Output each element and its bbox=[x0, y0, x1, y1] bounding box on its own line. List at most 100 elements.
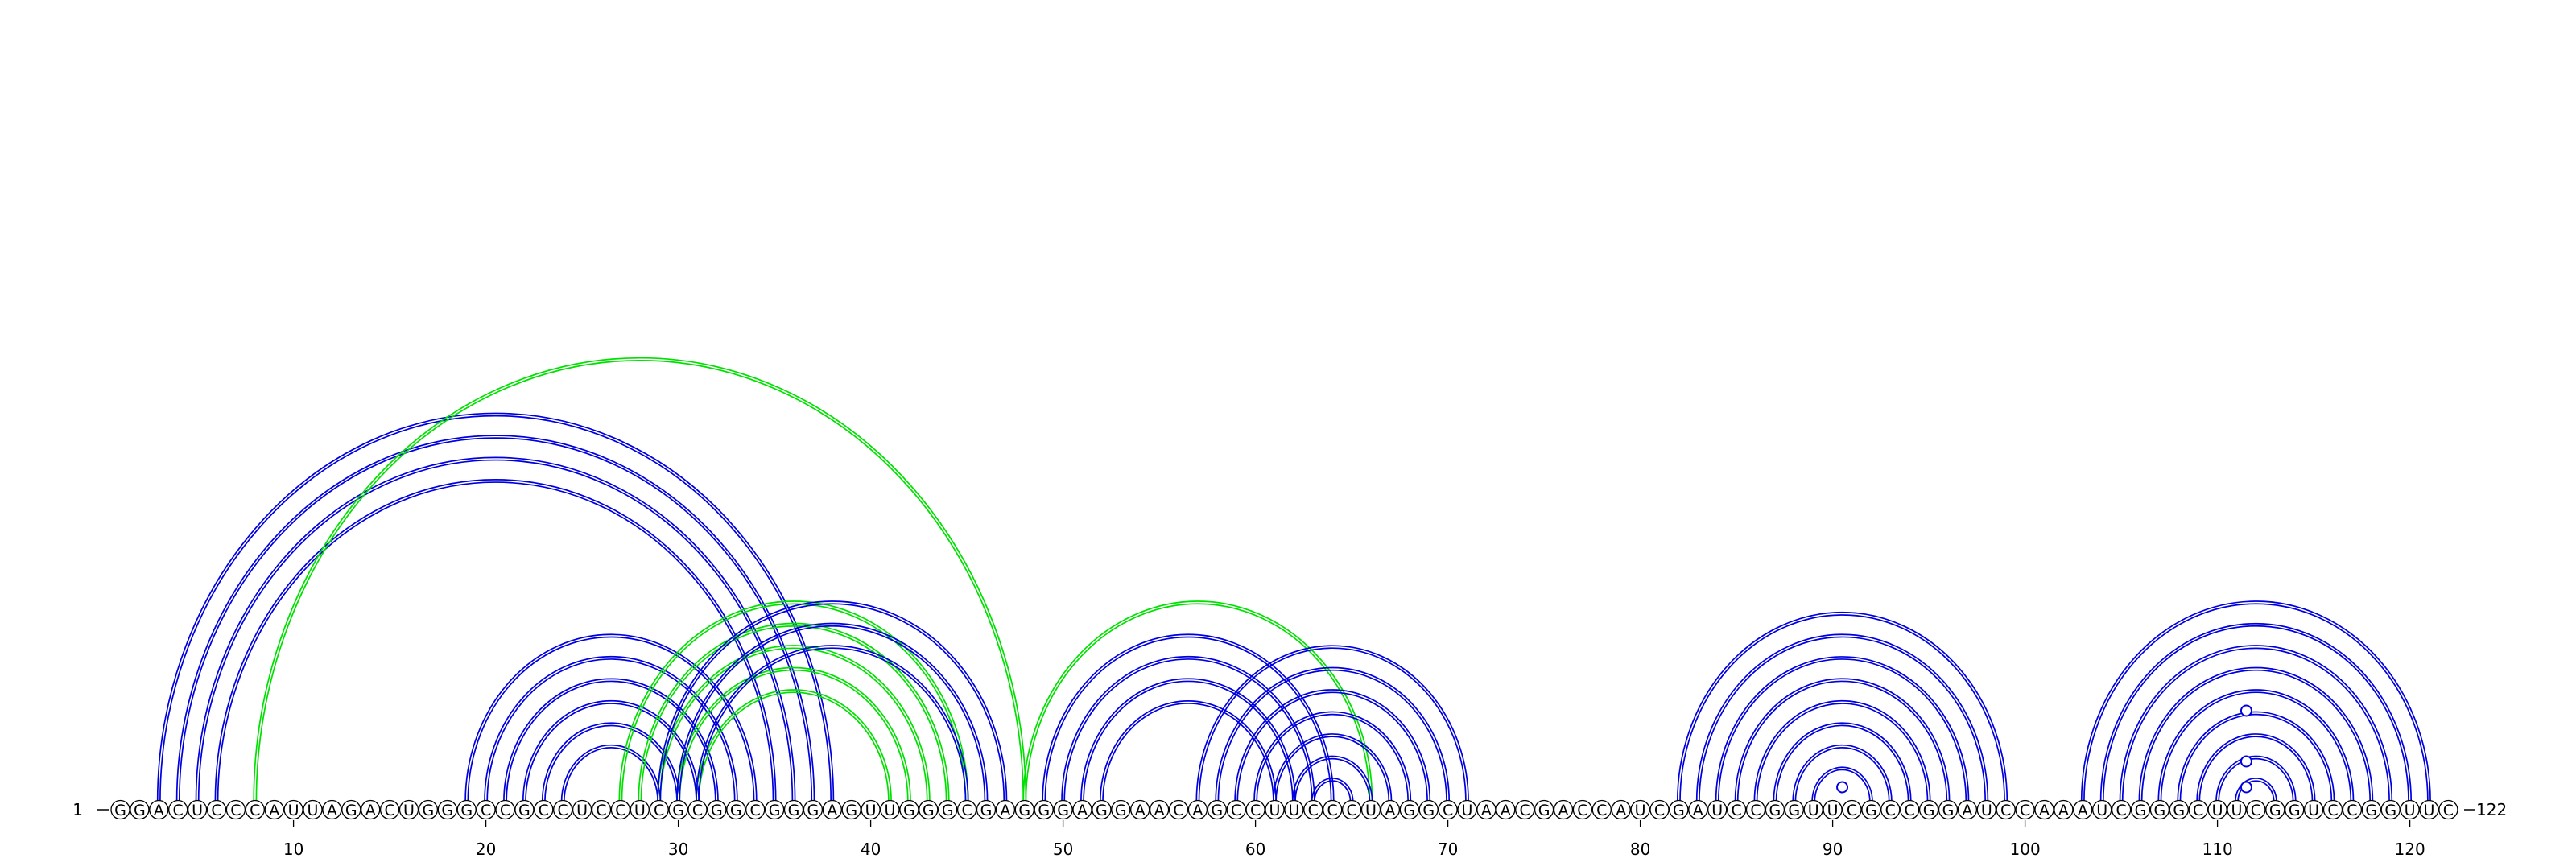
svg-text:A: A bbox=[327, 802, 337, 819]
svg-text:G: G bbox=[345, 802, 357, 819]
base-pair-arc-blue bbox=[2138, 666, 2374, 802]
nucleotide: G bbox=[1534, 799, 1554, 820]
nucleotide: G bbox=[1418, 799, 1439, 820]
nucleotide: G bbox=[668, 799, 688, 820]
base-pair-arc-blue bbox=[1294, 757, 1371, 802]
nucleotide: G bbox=[976, 799, 997, 820]
svg-text:U: U bbox=[308, 802, 319, 819]
svg-text:U: U bbox=[2231, 802, 2243, 819]
base-pair-arc-blue bbox=[1314, 780, 1352, 802]
base-pair-arc-green bbox=[657, 645, 931, 802]
nucleotide: C bbox=[225, 799, 246, 820]
svg-text:U: U bbox=[1711, 802, 1723, 819]
svg-text:C: C bbox=[2000, 802, 2011, 819]
nucleotide: G bbox=[803, 799, 824, 820]
nucleotide: G bbox=[1938, 799, 1959, 820]
nucleotide: C bbox=[687, 799, 708, 820]
nucleotide: C bbox=[495, 799, 515, 820]
base-pair-arc-blue bbox=[1715, 655, 1970, 802]
nucleotide: C bbox=[2111, 799, 2132, 820]
svg-text:G: G bbox=[460, 802, 473, 819]
svg-text:U: U bbox=[1808, 802, 1819, 819]
tick-label: 20 bbox=[476, 839, 496, 858]
nucleotide: A bbox=[149, 799, 169, 820]
base-pair-arc-green bbox=[255, 360, 1025, 802]
base-pair-arc-blue bbox=[197, 459, 794, 802]
base-pair-arc-blue bbox=[659, 603, 1005, 802]
svg-text:A: A bbox=[1693, 802, 1703, 819]
base-pair-arc-blue bbox=[696, 645, 969, 802]
svg-text:U: U bbox=[1365, 802, 1377, 819]
svg-text:G: G bbox=[1788, 802, 1800, 819]
nucleotide: A bbox=[822, 799, 842, 820]
svg-text:C: C bbox=[750, 802, 761, 819]
svg-text:A: A bbox=[1962, 802, 1972, 819]
base-pair-arc-blue bbox=[506, 680, 716, 802]
svg-text:G: G bbox=[1422, 802, 1435, 819]
nucleotide: U bbox=[2227, 799, 2247, 820]
nucleotide: G bbox=[707, 799, 727, 820]
base-pair-arc-blue bbox=[1044, 636, 1332, 802]
tick-label: 90 bbox=[1823, 839, 1843, 858]
svg-text:C: C bbox=[558, 802, 568, 819]
svg-text:G: G bbox=[441, 802, 453, 819]
svg-text:C: C bbox=[1654, 802, 1665, 819]
nucleotide: C bbox=[610, 799, 631, 820]
base-pair-arc-blue bbox=[1736, 680, 1948, 802]
base-pair-arc-green bbox=[698, 691, 890, 802]
tick-label: 40 bbox=[861, 839, 881, 858]
tick-label: 30 bbox=[668, 839, 688, 858]
nucleotide: U bbox=[2303, 799, 2324, 820]
svg-text:C: C bbox=[1173, 802, 1183, 819]
svg-text:C: C bbox=[230, 802, 241, 819]
svg-text:G: G bbox=[711, 802, 723, 819]
base-pair-arc-blue bbox=[1773, 722, 1912, 802]
svg-text:U: U bbox=[1827, 802, 1839, 819]
svg-text:G: G bbox=[903, 802, 915, 819]
base-pair-arc-blue bbox=[1083, 680, 1294, 802]
base-pair-arc-blue bbox=[541, 722, 681, 802]
svg-text:G: G bbox=[518, 802, 530, 819]
base-pair-arc-blue bbox=[2198, 736, 2314, 802]
nucleotide: C bbox=[2188, 799, 2208, 820]
nucleotide: U bbox=[1630, 799, 1650, 820]
axis-ticks: 10 20 30 40 50 60 70 80 90 100 110 120 bbox=[283, 820, 2425, 858]
base-pair-arc-blue bbox=[522, 699, 700, 802]
nucleotide: G bbox=[1784, 799, 1804, 820]
nucleotide: G bbox=[1207, 799, 1227, 820]
nucleotide: U bbox=[1823, 799, 1843, 820]
svg-text:G: G bbox=[1673, 802, 1685, 819]
base-pair-arc-blue bbox=[2140, 669, 2372, 802]
base-pair-arc-blue bbox=[657, 600, 1008, 802]
nucleotide: A bbox=[1957, 799, 1978, 820]
svg-text:A: A bbox=[1135, 802, 1146, 819]
nucleotide: C bbox=[379, 799, 400, 820]
svg-text:U: U bbox=[2405, 802, 2416, 819]
svg-text:C: C bbox=[2443, 802, 2454, 819]
base-pair-arc-blue bbox=[2119, 645, 2393, 802]
svg-text:U: U bbox=[1981, 802, 1992, 819]
nucleotide: A bbox=[1072, 799, 1092, 820]
nucleotide: G bbox=[1111, 799, 1131, 820]
nucleotide: U bbox=[2207, 799, 2227, 820]
markers-layer bbox=[1836, 704, 2252, 794]
nucleotide: C bbox=[1245, 799, 1265, 820]
start-label: 1 bbox=[72, 800, 83, 819]
nucleotide: C bbox=[2322, 799, 2343, 820]
svg-text:C: C bbox=[596, 802, 606, 819]
svg-text:A: A bbox=[1616, 802, 1626, 819]
svg-text:G: G bbox=[1115, 802, 1127, 819]
nucleotide: U bbox=[283, 799, 303, 820]
svg-text:U: U bbox=[2212, 802, 2223, 819]
svg-text:A: A bbox=[2039, 802, 2050, 819]
svg-text:C: C bbox=[692, 802, 703, 819]
base-pair-arc-blue bbox=[214, 479, 777, 802]
svg-text:A: A bbox=[1000, 802, 1010, 819]
base-pair-arc-blue bbox=[1753, 699, 1931, 802]
nucleotide: G bbox=[841, 799, 861, 820]
svg-text:A: A bbox=[269, 802, 279, 819]
base-pair-arc-blue bbox=[1198, 647, 1467, 802]
base-pair-arc-blue bbox=[1792, 744, 1893, 802]
base-pair-arc-blue bbox=[2160, 691, 2352, 802]
